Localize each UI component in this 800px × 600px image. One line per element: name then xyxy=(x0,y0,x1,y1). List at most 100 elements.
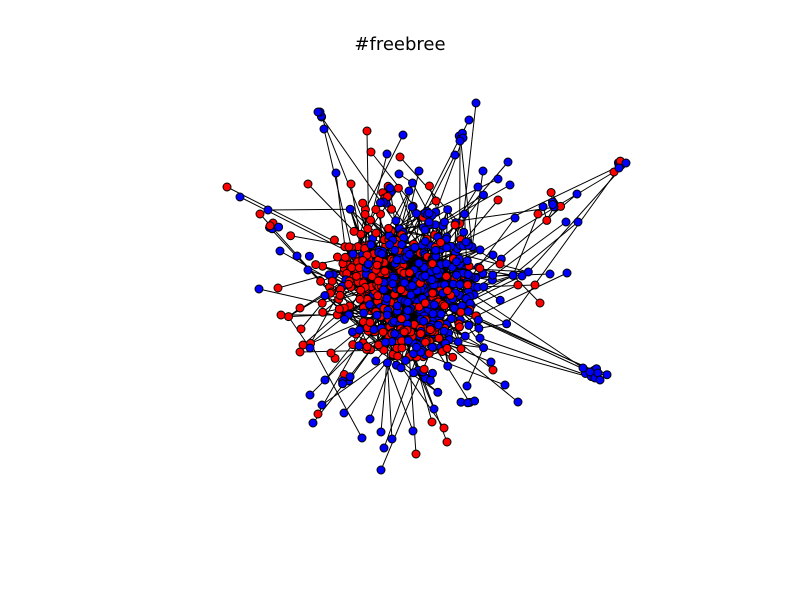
graph-node-blue xyxy=(397,240,407,250)
graph-node-blue xyxy=(578,363,588,373)
graph-edge xyxy=(413,353,433,423)
graph-node-red xyxy=(303,179,313,189)
graph-node-red xyxy=(367,272,377,281)
graph-node-red xyxy=(441,271,451,281)
graph-node-red xyxy=(475,263,485,273)
graph-node-blue xyxy=(488,270,498,280)
graph-node-blue xyxy=(495,295,505,305)
graph-node-red xyxy=(420,337,430,347)
graph-node-blue xyxy=(548,200,558,209)
graph-node-red xyxy=(333,252,342,262)
graph-node-blue xyxy=(366,240,376,250)
graph-node-red xyxy=(373,276,383,286)
graph-node-blue xyxy=(500,380,510,390)
graph-node-blue xyxy=(385,183,395,193)
graph-edge xyxy=(512,213,539,276)
graph-edge xyxy=(386,362,393,440)
graph-node-red xyxy=(393,351,403,361)
graph-node-blue xyxy=(403,336,413,346)
graph-edge xyxy=(364,164,622,288)
graph-node-blue xyxy=(427,342,437,352)
graph-node-red xyxy=(424,181,434,191)
graph-node-red xyxy=(456,307,466,317)
graph-node-blue xyxy=(429,404,439,414)
graph-edge xyxy=(277,267,352,289)
graph-node-blue xyxy=(463,269,473,279)
graph-node-red xyxy=(327,276,337,286)
graph-edge xyxy=(438,316,466,337)
graph-node-red xyxy=(533,209,543,219)
graph-node-red xyxy=(355,294,365,304)
graph-node-red xyxy=(356,285,366,295)
graph-node-blue xyxy=(424,208,434,218)
graph-node-red xyxy=(420,298,430,308)
graph-node-red xyxy=(295,303,305,313)
graph-node-blue xyxy=(433,387,443,397)
graph-node-blue xyxy=(488,250,498,260)
graph-node-blue xyxy=(379,285,388,295)
graph-node-blue xyxy=(339,408,349,418)
graph-node-red xyxy=(488,365,498,375)
graph-node-red xyxy=(366,147,376,157)
graph-edge xyxy=(386,362,414,432)
graph-node-blue xyxy=(390,245,400,255)
graph-edge xyxy=(512,221,579,276)
graph-node-blue xyxy=(392,301,402,311)
graph-node-blue xyxy=(420,236,430,246)
node-layer xyxy=(222,98,631,475)
graph-node-blue xyxy=(455,136,465,146)
graph-edge xyxy=(445,342,519,403)
graph-node-blue xyxy=(440,217,449,227)
graph-node-blue xyxy=(441,259,451,269)
graph-node-red xyxy=(296,324,306,334)
graph-node-blue xyxy=(463,398,473,408)
graph-node-red xyxy=(344,242,354,252)
graph-node-blue xyxy=(425,375,435,385)
graph-edge xyxy=(317,111,401,229)
graph-node-blue xyxy=(447,314,456,324)
graph-node-red xyxy=(340,252,350,262)
graph-node-red xyxy=(335,290,345,300)
graph-node-red xyxy=(440,301,449,311)
graph-node-red xyxy=(255,209,265,219)
graph-node-red xyxy=(513,280,523,290)
graph-node-red xyxy=(366,215,375,225)
graph-node-blue xyxy=(602,370,612,380)
graph-node-blue xyxy=(452,270,461,280)
graph-node-red xyxy=(448,352,458,362)
graph-node-blue xyxy=(235,192,245,202)
graph-node-blue xyxy=(475,333,485,343)
graph-node-blue xyxy=(493,174,503,184)
graph-edge xyxy=(425,354,506,386)
graph-node-blue xyxy=(471,98,481,108)
graph-edge xyxy=(380,337,390,433)
graph-edge xyxy=(364,134,404,210)
graph-edge xyxy=(444,184,511,223)
graph-node-red xyxy=(414,302,424,312)
graph-node-blue xyxy=(382,358,392,368)
graph-node-blue xyxy=(354,341,364,351)
graph-node-blue xyxy=(462,256,472,266)
graph-edge xyxy=(321,116,406,326)
graph-node-red xyxy=(463,280,473,290)
graph-node-blue xyxy=(320,375,330,385)
graph-node-red xyxy=(349,226,359,236)
graph-node-blue xyxy=(424,217,434,227)
graph-node-blue xyxy=(410,242,420,252)
graph-node-red xyxy=(396,285,406,295)
graph-node-blue xyxy=(455,280,465,290)
graph-node-blue xyxy=(510,213,520,223)
graph-node-blue xyxy=(414,258,424,268)
graph-node-blue xyxy=(462,381,472,391)
graph-node-red xyxy=(431,196,441,206)
graph-node-blue xyxy=(375,198,385,208)
graph-node-blue xyxy=(390,329,400,339)
graph-node-red xyxy=(316,276,326,286)
graph-node-blue xyxy=(561,217,571,227)
graph-node-blue xyxy=(463,307,473,316)
graph-node-blue xyxy=(478,166,488,176)
graph-node-blue xyxy=(403,297,413,307)
graph-node-red xyxy=(387,204,397,214)
graph-node-blue xyxy=(460,209,469,219)
